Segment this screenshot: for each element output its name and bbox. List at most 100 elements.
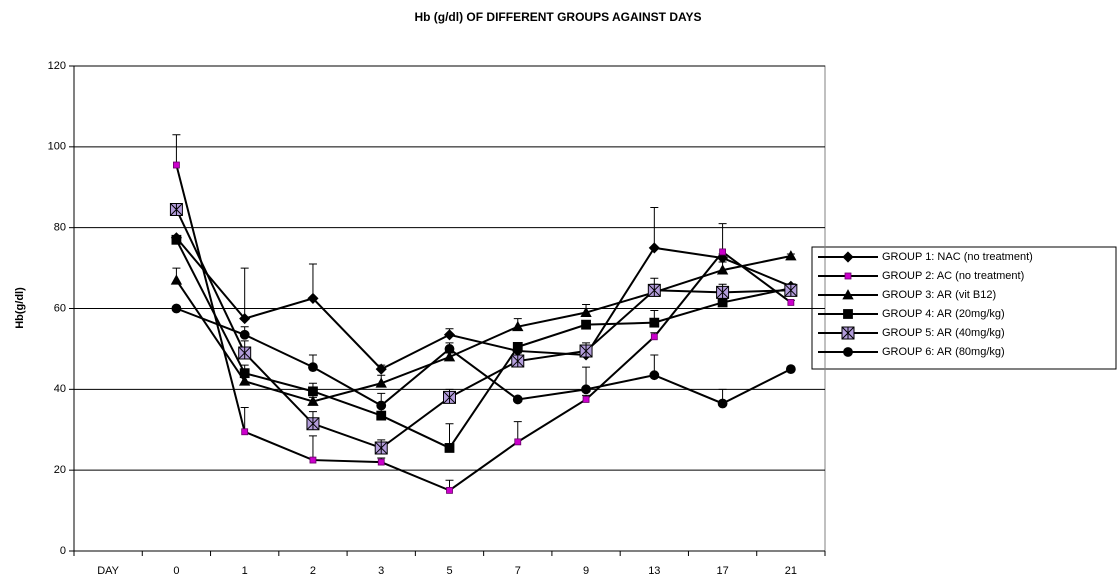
marker [170, 274, 183, 285]
marker [579, 344, 593, 358]
series-line [176, 307, 792, 407]
marker [307, 395, 319, 406]
marker [582, 396, 590, 403]
y-axis-label: Hb(g/dl) [14, 287, 26, 329]
error-bar [308, 263, 317, 299]
series-line [175, 237, 792, 371]
legend-label: GROUP 5: AR (40mg/kg) [882, 327, 1005, 339]
error-bar [650, 206, 659, 248]
marker [650, 333, 658, 341]
marker [306, 417, 320, 431]
x-tick-label: 17 [716, 565, 728, 577]
marker [785, 250, 797, 261]
marker [787, 299, 795, 306]
marker [239, 313, 251, 325]
legend-marker [843, 309, 853, 319]
marker [173, 161, 180, 169]
marker [512, 394, 523, 405]
marker [512, 320, 524, 332]
marker [239, 329, 250, 340]
legend-label: GROUP 4: AR (20mg/kg) [882, 308, 1005, 320]
marker [377, 458, 385, 466]
marker [444, 443, 455, 453]
marker [309, 456, 317, 464]
y-tick-label: 60 [54, 302, 66, 314]
x-tick-label: 9 [583, 565, 589, 577]
chart-title: Hb (g/dl) OF DIFFERENT GROUPS AGAINST DA… [414, 10, 701, 24]
marker [512, 341, 523, 352]
x-tick-label: 13 [648, 565, 660, 577]
legend-marker [844, 272, 852, 280]
marker [719, 248, 726, 256]
error-bar [718, 223, 727, 252]
legend-box [811, 246, 1117, 370]
marker [169, 202, 183, 216]
legend-marker [842, 251, 854, 263]
legend-marker [841, 326, 855, 340]
y-tick-label: 40 [54, 383, 66, 395]
y-tick-label: 0 [60, 545, 66, 557]
marker [717, 297, 728, 308]
marker [717, 252, 729, 264]
marker [446, 486, 453, 494]
y-tick-label: 120 [48, 60, 66, 72]
marker [717, 398, 728, 409]
marker [374, 441, 388, 455]
marker [171, 303, 182, 314]
x-tick-label: 2 [310, 565, 316, 577]
marker [444, 344, 455, 354]
marker [239, 368, 250, 379]
y-tick-label: 20 [54, 464, 66, 476]
error-bar [172, 134, 181, 166]
marker [581, 384, 591, 395]
marker [647, 283, 661, 297]
series-line [175, 239, 792, 450]
marker [580, 306, 592, 317]
x-tick-label: DAY [97, 565, 119, 577]
marker [785, 364, 796, 375]
marker [171, 234, 182, 245]
marker [649, 370, 660, 381]
marker [376, 400, 387, 411]
x-tick-label: 0 [173, 565, 179, 577]
y-tick-label: 100 [48, 141, 66, 153]
marker [514, 438, 522, 446]
marker [649, 317, 660, 328]
marker [784, 283, 798, 297]
series-line [175, 164, 792, 492]
marker [241, 428, 249, 436]
legend-label: GROUP 2: AC (no treatment) [882, 270, 1024, 282]
series-line [175, 254, 792, 403]
marker [375, 377, 387, 388]
legend-marker [842, 289, 854, 300]
marker [443, 351, 456, 362]
legend-label: GROUP 6: AR (80mg/kg) [882, 346, 1005, 358]
error-bar [308, 435, 317, 461]
marker [716, 285, 730, 299]
marker [716, 264, 729, 275]
x-tick-label: 1 [242, 565, 248, 577]
marker [648, 242, 660, 254]
x-tick-label: 21 [785, 565, 797, 577]
error-bar [240, 407, 249, 432]
x-tick-label: 5 [446, 565, 452, 577]
x-tick-label: 7 [515, 565, 521, 577]
legend-label: GROUP 1: NAC (no treatment) [882, 251, 1033, 263]
marker [307, 292, 319, 304]
series-line [175, 209, 791, 450]
marker [443, 329, 456, 341]
marker [308, 362, 318, 373]
error-bar [240, 267, 249, 319]
marker [238, 346, 252, 360]
legend-label: GROUP 3: AR (vit B12) [882, 289, 996, 301]
y-tick-label: 80 [54, 222, 66, 234]
marker [443, 390, 456, 404]
marker [376, 410, 387, 421]
legend-marker [843, 347, 853, 357]
marker [375, 363, 387, 375]
x-tick-label: 3 [378, 565, 384, 577]
marker [581, 319, 591, 330]
marker [308, 386, 318, 397]
marker [511, 354, 525, 368]
